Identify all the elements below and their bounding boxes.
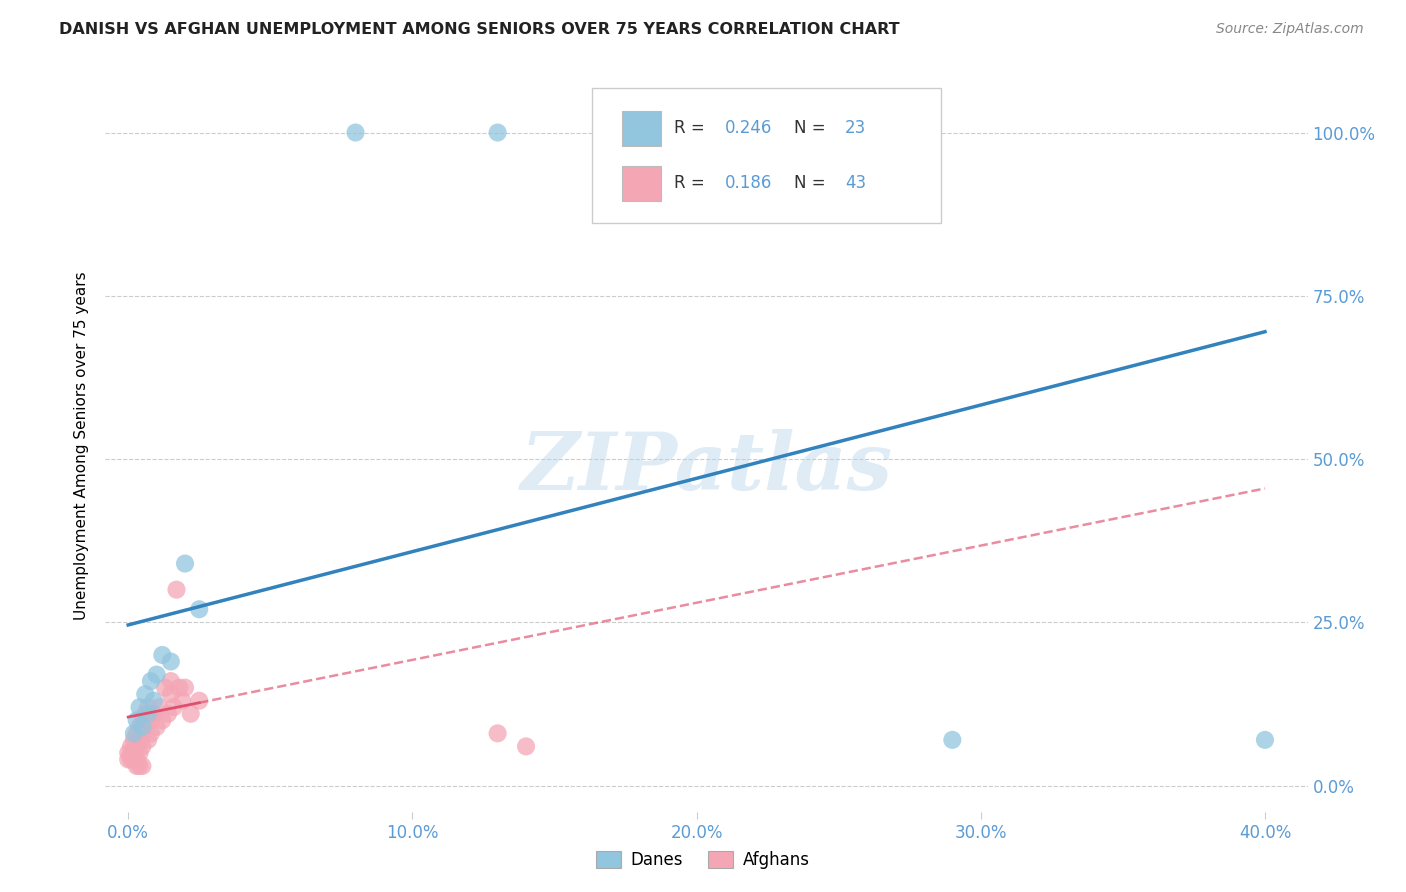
Point xyxy=(166,582,188,597)
Point xyxy=(125,714,148,728)
Point xyxy=(159,655,181,669)
Point xyxy=(163,700,186,714)
Point xyxy=(174,557,197,571)
Text: 0.246: 0.246 xyxy=(724,119,772,136)
Point xyxy=(188,694,211,708)
Text: R =: R = xyxy=(673,174,710,192)
Point xyxy=(128,700,150,714)
Point xyxy=(156,706,179,721)
Text: Source: ZipAtlas.com: Source: ZipAtlas.com xyxy=(1216,22,1364,37)
Point xyxy=(941,732,963,747)
Point xyxy=(139,674,162,689)
Point xyxy=(131,726,153,740)
Point xyxy=(515,739,537,754)
Point xyxy=(486,126,509,140)
Point xyxy=(120,739,142,754)
Point xyxy=(125,739,148,754)
Point xyxy=(125,759,148,773)
Point xyxy=(131,739,153,754)
Point xyxy=(122,752,145,766)
Point xyxy=(122,726,145,740)
Point xyxy=(1254,732,1277,747)
Point xyxy=(148,700,170,714)
Point xyxy=(486,726,509,740)
FancyBboxPatch shape xyxy=(623,166,661,201)
Text: 43: 43 xyxy=(845,174,866,192)
Point xyxy=(117,752,139,766)
Point xyxy=(134,687,156,701)
Text: DANISH VS AFGHAN UNEMPLOYMENT AMONG SENIORS OVER 75 YEARS CORRELATION CHART: DANISH VS AFGHAN UNEMPLOYMENT AMONG SENI… xyxy=(59,22,900,37)
Point xyxy=(117,746,139,760)
Text: ZIPatlas: ZIPatlas xyxy=(520,429,893,507)
Point xyxy=(159,674,181,689)
Point xyxy=(139,726,162,740)
Point xyxy=(131,714,153,728)
Point xyxy=(139,714,162,728)
Point xyxy=(128,759,150,773)
Text: 23: 23 xyxy=(845,119,866,136)
Y-axis label: Unemployment Among Seniors over 75 years: Unemployment Among Seniors over 75 years xyxy=(75,272,90,620)
Text: R =: R = xyxy=(673,119,710,136)
Point xyxy=(150,714,173,728)
Point xyxy=(120,752,142,766)
Point xyxy=(128,720,150,734)
Point xyxy=(136,732,159,747)
Point xyxy=(174,681,197,695)
Point xyxy=(145,667,167,681)
Point xyxy=(128,746,150,760)
Point xyxy=(145,720,167,734)
Point xyxy=(125,726,148,740)
FancyBboxPatch shape xyxy=(623,111,661,146)
Point xyxy=(122,732,145,747)
Point xyxy=(134,706,156,721)
Point xyxy=(159,687,181,701)
FancyBboxPatch shape xyxy=(592,87,941,223)
Legend: Danes, Afghans: Danes, Afghans xyxy=(586,841,820,880)
Point xyxy=(150,648,173,662)
Point xyxy=(169,681,191,695)
Point xyxy=(136,706,159,721)
Point xyxy=(172,694,194,708)
Text: 0.186: 0.186 xyxy=(724,174,772,192)
Point xyxy=(122,746,145,760)
Point xyxy=(131,759,153,773)
Point xyxy=(153,681,176,695)
Point xyxy=(180,706,202,721)
Point xyxy=(344,126,367,140)
Point xyxy=(142,694,165,708)
Point xyxy=(131,720,153,734)
Point xyxy=(142,706,165,721)
Point xyxy=(125,752,148,766)
Point xyxy=(128,732,150,747)
Point xyxy=(188,602,211,616)
Point xyxy=(120,746,142,760)
Text: N =: N = xyxy=(794,174,831,192)
Point xyxy=(134,720,156,734)
Point xyxy=(136,700,159,714)
Text: N =: N = xyxy=(794,119,831,136)
